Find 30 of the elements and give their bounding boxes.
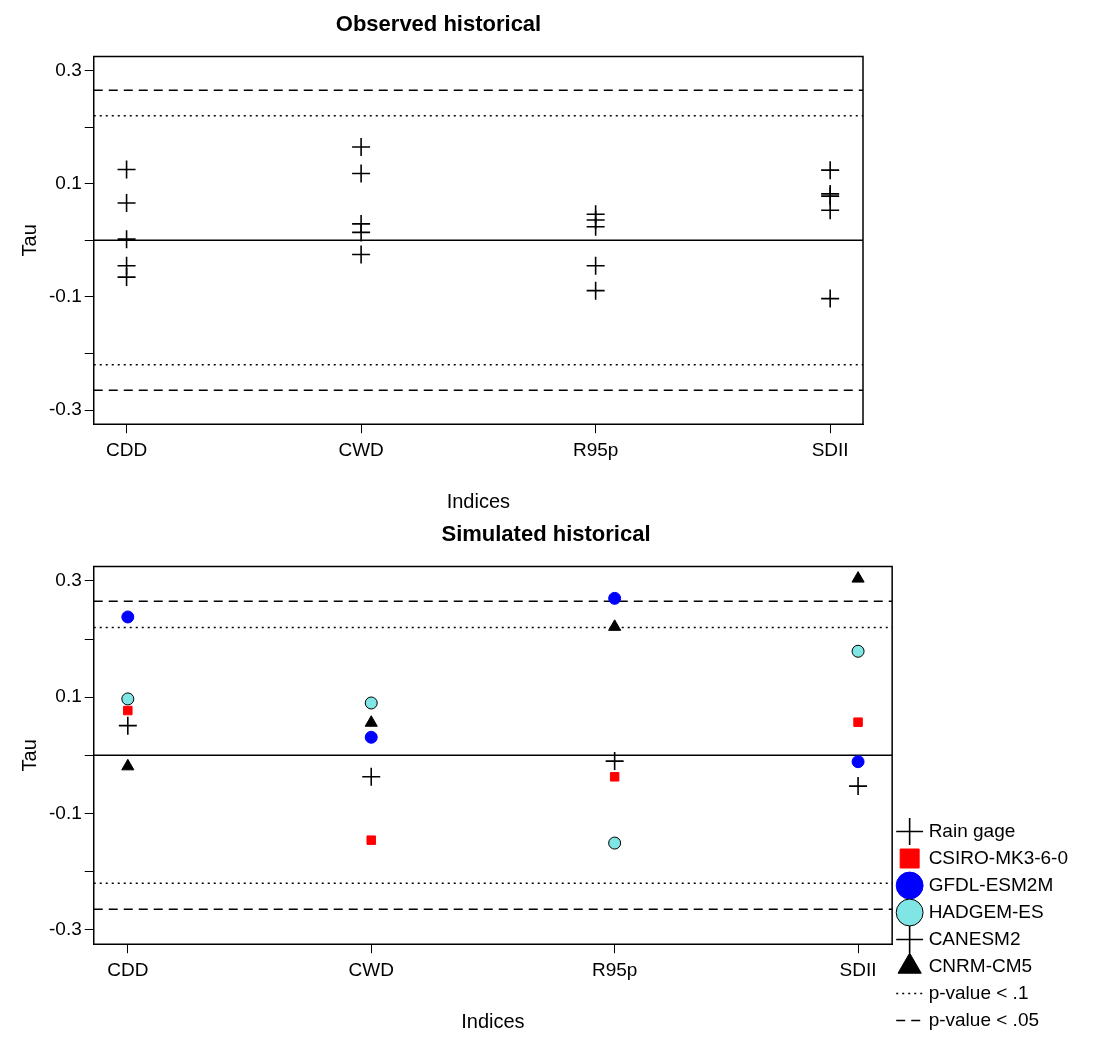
chart-title: Simulated historical: [441, 521, 651, 547]
x-tick-label: CWD: [338, 438, 384, 460]
y-tick-label: -0.3: [48, 398, 82, 420]
x-tick-label: SDII: [839, 958, 877, 980]
x-tick-label: CWD: [348, 958, 394, 980]
y-tick-label: 0.3: [55, 58, 82, 80]
y-axis-title: Tau: [17, 224, 40, 257]
legend-label: CANESM2: [928, 927, 1021, 949]
y-tick-label: 0.1: [55, 171, 82, 193]
legend-label: p-value < .05: [928, 1008, 1040, 1030]
legend-label: CSIRO-MK3-6-0: [928, 846, 1068, 868]
x-axis-title: Indices: [446, 489, 511, 512]
x-tick-label: R95p: [591, 958, 638, 980]
legend-label: CNRM-CM5: [928, 954, 1033, 976]
y-axis-title: Tau: [17, 739, 40, 772]
x-axis-title: Indices: [461, 1009, 525, 1032]
x-tick-label: CDD: [107, 958, 149, 980]
y-tick-label: -0.1: [48, 285, 82, 307]
chart-title: Observed historical: [335, 11, 542, 37]
legend-label: Rain gage: [928, 819, 1016, 841]
y-tick-label: -0.1: [48, 801, 82, 823]
legend-label: GFDL-ESM2M: [928, 873, 1054, 895]
x-tick-label: SDII: [811, 438, 849, 460]
legend-label: p-value < .1: [928, 981, 1029, 1003]
y-tick-label: 0.1: [55, 685, 82, 707]
x-tick-label: CDD: [105, 438, 148, 460]
y-tick-label: 0.3: [55, 569, 82, 591]
legend-label: HADGEM-ES: [928, 900, 1044, 922]
x-tick-label: R95p: [572, 438, 619, 460]
y-tick-label: -0.3: [48, 917, 82, 939]
